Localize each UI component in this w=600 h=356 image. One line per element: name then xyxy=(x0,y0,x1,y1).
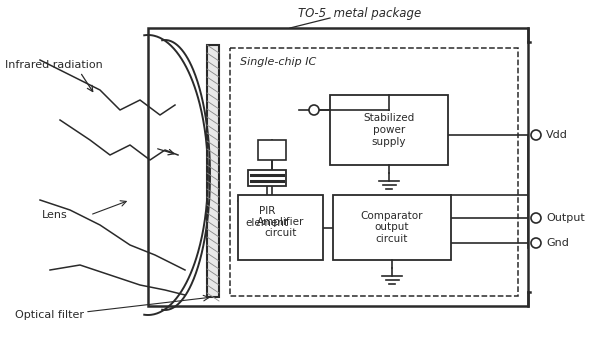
Text: Infrared radiation: Infrared radiation xyxy=(5,60,103,70)
Bar xyxy=(238,195,323,260)
Text: Vdd: Vdd xyxy=(546,130,568,140)
Circle shape xyxy=(531,130,541,140)
Bar xyxy=(330,95,448,165)
Text: PIR
element: PIR element xyxy=(245,206,289,227)
Text: Comparator
output
circuit: Comparator output circuit xyxy=(361,211,423,244)
Circle shape xyxy=(309,105,319,115)
Bar xyxy=(248,170,286,186)
Text: Output: Output xyxy=(546,213,585,223)
Circle shape xyxy=(531,213,541,223)
Text: Gnd: Gnd xyxy=(546,238,569,248)
Text: Lens: Lens xyxy=(42,210,68,220)
Text: Single-chip IC: Single-chip IC xyxy=(240,57,316,67)
Bar xyxy=(230,48,518,296)
Bar xyxy=(333,195,451,260)
Text: Amplifier
circuit: Amplifier circuit xyxy=(257,217,304,238)
Bar xyxy=(148,28,528,306)
Bar xyxy=(207,45,219,297)
Circle shape xyxy=(531,238,541,248)
Text: TO-5  metal package: TO-5 metal package xyxy=(298,7,422,21)
Text: Optical filter: Optical filter xyxy=(15,310,84,320)
Text: Stabilized
power
supply: Stabilized power supply xyxy=(364,114,415,147)
Bar xyxy=(258,140,286,160)
